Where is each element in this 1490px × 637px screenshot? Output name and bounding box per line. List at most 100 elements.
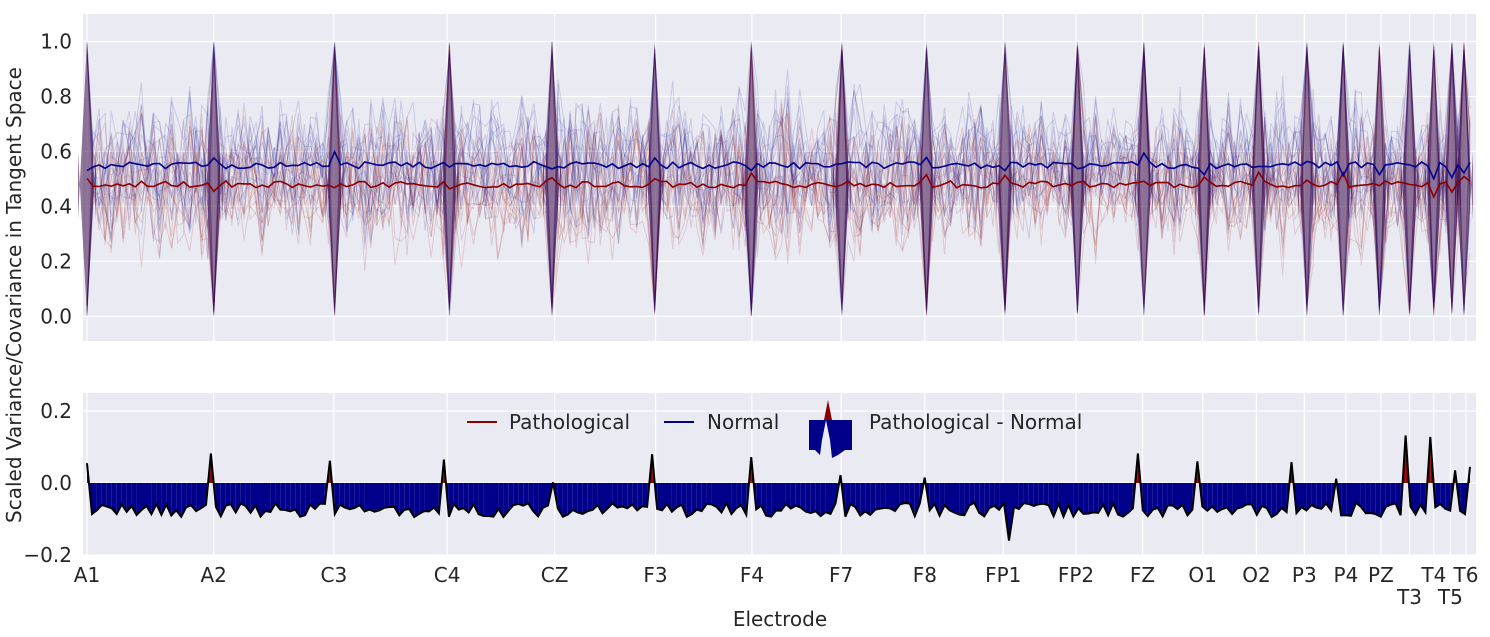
bottom-ytick-label: 0.2 <box>40 399 72 423</box>
difference-negative-segment <box>503 483 509 517</box>
difference-negative-segment <box>320 483 325 504</box>
difference-negative-segment <box>1390 483 1396 505</box>
difference-negative-segment <box>577 483 583 514</box>
difference-negative-segment <box>463 483 469 513</box>
difference-negative-segment <box>969 483 975 506</box>
bottom-ytick-label: 0.0 <box>40 471 72 495</box>
feature-spike <box>1068 41 1087 317</box>
difference-negative-segment <box>850 483 856 507</box>
difference-negative-segment <box>627 483 633 509</box>
difference-negative-segment <box>766 483 772 517</box>
difference-negative-segment <box>929 483 935 511</box>
sample-trace-pathological-6 <box>86 44 1471 313</box>
difference-negative-segment <box>612 483 618 508</box>
sample-trace-pathological-0 <box>86 41 1471 315</box>
top-horizontal-gridlines <box>83 40 1476 317</box>
difference-negative-segment <box>1088 483 1094 514</box>
difference-negative-segment <box>166 483 172 516</box>
difference-negative-segment <box>409 483 415 517</box>
difference-negative-segment <box>136 483 142 515</box>
difference-negative-segment <box>1395 483 1401 516</box>
feature-spike <box>1400 41 1419 317</box>
x-tick-F3: F3 <box>643 563 667 587</box>
sample-trace-normal-6 <box>86 41 1471 316</box>
difference-negative-segment <box>374 483 380 512</box>
sample-trace-normal-4 <box>86 42 1471 316</box>
difference-negative-segment <box>508 483 514 511</box>
difference-negative-segment <box>1023 483 1029 504</box>
x-tick-F4: F4 <box>740 563 764 587</box>
difference-negative-segment <box>201 483 206 509</box>
difference-negative-segment <box>176 483 182 517</box>
difference-negative-segment <box>458 483 464 510</box>
x-tick-labels: A1 A2 C3 C4 CZ F3 F4 F7 F8 FP1 FP2 FZ O1 O2 P3 P4 PZT3T4… <box>74 563 1479 609</box>
difference-negative-segment <box>1142 483 1148 517</box>
difference-negative-segment <box>592 483 598 510</box>
difference-negative-segment <box>478 483 484 516</box>
difference-negative-segment <box>1410 483 1416 515</box>
difference-negative-segment <box>1261 483 1267 509</box>
difference-negative-segment <box>240 483 246 506</box>
difference-negative-segment <box>1222 483 1228 509</box>
difference-negative-segment <box>1341 483 1347 516</box>
difference-negative-segment <box>349 483 355 510</box>
difference-negative-segment <box>1073 483 1079 517</box>
difference-negative-segment <box>865 483 871 515</box>
difference-negative-segment <box>1033 483 1039 506</box>
difference-negative-segment <box>954 483 960 515</box>
difference-negative-segment <box>984 483 990 517</box>
difference-negative-segment <box>448 483 454 517</box>
difference-negative-segment <box>1093 483 1099 513</box>
difference-negative-segment <box>429 483 434 512</box>
feature-spike <box>917 41 936 317</box>
difference-negative-segment <box>622 483 628 509</box>
difference-negative-segment <box>731 483 737 514</box>
difference-negative-segment <box>1068 483 1074 517</box>
x-tick-A2: A2 <box>200 563 226 587</box>
mean-line-normal <box>86 149 1471 181</box>
difference-negative-segment <box>1276 483 1282 514</box>
x-tick-O2: O2 <box>1242 563 1270 587</box>
legend-pathological-label: Pathological <box>509 410 630 434</box>
sample-trace-pathological-1 <box>86 41 1471 316</box>
x-tick-T4: T4 <box>1420 563 1446 587</box>
difference-negative-segment <box>414 483 420 517</box>
difference-negative-segment <box>434 483 439 514</box>
difference-negative-segment <box>696 483 702 512</box>
difference-negative-segment <box>1365 483 1371 514</box>
difference-negative-segment <box>1356 483 1361 507</box>
difference-negative-segment <box>974 483 980 513</box>
sample-trace-normal-2 <box>86 42 1471 316</box>
difference-negative-segment <box>1113 483 1119 515</box>
difference-negative-segment <box>989 483 995 509</box>
difference-negative-segment <box>186 483 192 508</box>
difference-negative-segment <box>1385 483 1391 507</box>
difference-negative-segment <box>582 483 588 514</box>
feature-spike <box>1334 41 1353 317</box>
x-tick-F7: F7 <box>829 563 853 587</box>
sample-trace-normal-12 <box>86 43 1471 315</box>
feature-spike <box>440 41 459 317</box>
difference-negative-segment <box>225 483 231 506</box>
difference-negative-segment <box>716 483 722 513</box>
difference-negative-segment <box>196 483 201 512</box>
difference-negative-segment <box>1058 483 1064 517</box>
difference-negative-segment <box>810 483 816 513</box>
difference-negative-segment <box>1108 483 1114 516</box>
difference-negative-segment <box>959 483 965 516</box>
mean-line-pathological <box>86 170 1471 199</box>
difference-negative-segment <box>1370 483 1376 515</box>
x-tick-T5: T5 <box>1437 585 1463 609</box>
difference-negative-segment <box>642 483 648 507</box>
sample-trace-pathological-7 <box>86 43 1471 315</box>
difference-negative-segment <box>1237 483 1242 509</box>
difference-negative-segment <box>369 483 375 512</box>
top-ytick-label: 0.8 <box>40 84 72 108</box>
difference-negative-segment <box>999 483 1004 510</box>
x-tick-FP1: FP1 <box>985 563 1021 587</box>
feature-spike <box>1249 41 1268 317</box>
feature-spike <box>1454 41 1473 317</box>
difference-negative-segment <box>657 483 662 511</box>
feature-spike <box>742 41 761 317</box>
